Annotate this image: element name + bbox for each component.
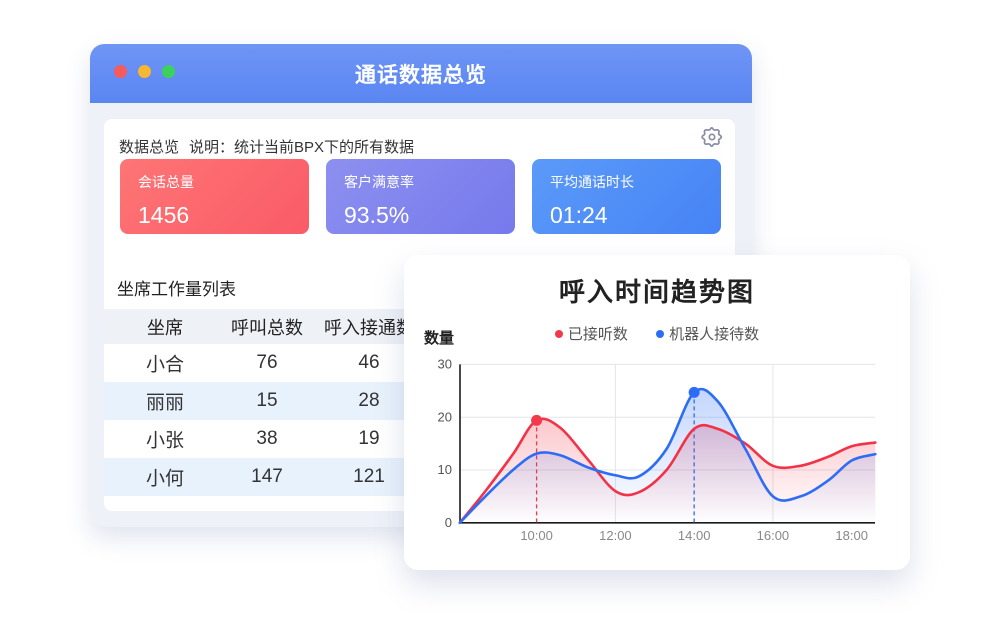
svg-text:12:00: 12:00 (599, 528, 632, 543)
svg-text:20: 20 (438, 409, 452, 424)
svg-text:10:00: 10:00 (520, 528, 553, 543)
svg-text:14:00: 14:00 (678, 528, 711, 543)
svg-text:0: 0 (445, 515, 452, 530)
svg-text:18:00: 18:00 (835, 528, 868, 543)
svg-text:30: 30 (438, 357, 452, 372)
svg-text:16:00: 16:00 (757, 528, 790, 543)
svg-text:10: 10 (438, 462, 452, 477)
